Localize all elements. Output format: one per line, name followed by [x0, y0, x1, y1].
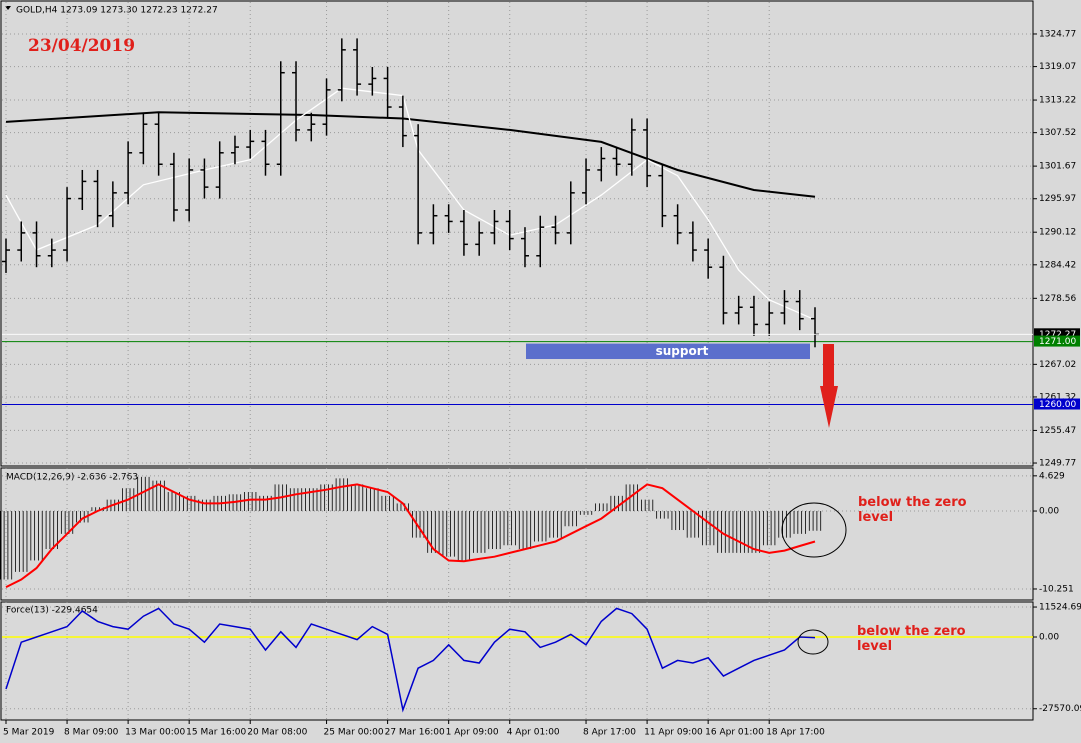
y-tick-label: 4.629 — [1039, 471, 1065, 481]
x-tick-label: 8 Mar 09:00 — [64, 728, 119, 738]
arrow-head — [820, 386, 838, 428]
force-title: Force(13) -229.4654 — [6, 606, 98, 616]
y-tick-label: 1278.56 — [1039, 294, 1076, 304]
last-price-badge — [1034, 328, 1080, 340]
highlight-circle — [797, 629, 829, 655]
y-tick-label: 1284.42 — [1039, 260, 1076, 270]
x-tick-label: 4 Apr 01:00 — [507, 728, 560, 738]
date-annotation: 23/04/2019 — [28, 36, 136, 56]
chart-title: GOLD,H4 1273.09 1273.30 1272.23 1272.27 — [16, 6, 218, 16]
macd-title: MACD(12,26,9) -2.636 -2.763 — [6, 473, 138, 483]
moving-average — [5, 111, 816, 198]
level-badge — [1034, 398, 1080, 410]
x-tick-label: 16 Apr 01:00 — [705, 728, 764, 738]
x-tick-label: 25 Mar 00:00 — [324, 728, 384, 738]
force-line — [5, 607, 816, 713]
level-label: 1271.00 — [1039, 337, 1076, 347]
price-panel — [0, 0, 1034, 467]
y-tick-label: 1290.12 — [1039, 228, 1076, 238]
y-tick-label: 1324.77 — [1039, 29, 1076, 39]
y-tick-label: 0.00 — [1039, 633, 1059, 643]
y-tick-label: 1267.02 — [1039, 360, 1076, 370]
y-tick-label: 1301.67 — [1039, 162, 1076, 172]
y-tick-label: -27570.094 — [1039, 704, 1081, 714]
x-tick-label: 8 Apr 17:00 — [583, 728, 636, 738]
x-tick-label: 18 Apr 17:00 — [766, 728, 825, 738]
y-tick-label: 1295.97 — [1039, 194, 1076, 204]
macd-note: below the zero level — [858, 495, 967, 525]
last-price-label: 1272.27 — [1039, 330, 1076, 340]
y-tick-label: 1319.07 — [1039, 62, 1076, 72]
x-tick-label: 15 Mar 16:00 — [186, 728, 246, 738]
x-tick-label: 27 Mar 16:00 — [385, 728, 445, 738]
macd-panel — [0, 467, 1034, 601]
x-tick-label: 1 Apr 09:00 — [446, 728, 499, 738]
level-badge — [1034, 335, 1080, 347]
y-tick-label: 0.00 — [1039, 507, 1059, 517]
level-label: 1260.00 — [1039, 400, 1076, 410]
arrow-shaft — [823, 344, 834, 386]
highlight-circle — [781, 502, 847, 558]
x-tick-label: 11 Apr 09:00 — [644, 728, 703, 738]
x-tick-label: 20 Mar 08:00 — [247, 728, 307, 738]
support-label: support — [656, 344, 709, 358]
y-tick-label: 1249.77 — [1039, 459, 1076, 469]
y-tick-label: 1255.47 — [1039, 426, 1076, 436]
y-tick-label: 1313.22 — [1039, 96, 1076, 106]
force-panel — [0, 601, 1034, 721]
x-tick-label: 5 Mar 2019 — [3, 728, 55, 738]
support-zone — [526, 343, 810, 360]
y-tick-label: -10.251 — [1039, 584, 1074, 594]
y-tick-label: 1261.32 — [1039, 392, 1076, 402]
signal-line — [5, 483, 816, 588]
force-note: below the zero level — [857, 624, 966, 654]
moving-average — [5, 87, 816, 321]
y-tick-label: 1307.52 — [1039, 128, 1076, 138]
x-tick-label: 13 Mar 00:00 — [125, 728, 185, 738]
y-tick-label: 11524.697 — [1039, 603, 1081, 613]
